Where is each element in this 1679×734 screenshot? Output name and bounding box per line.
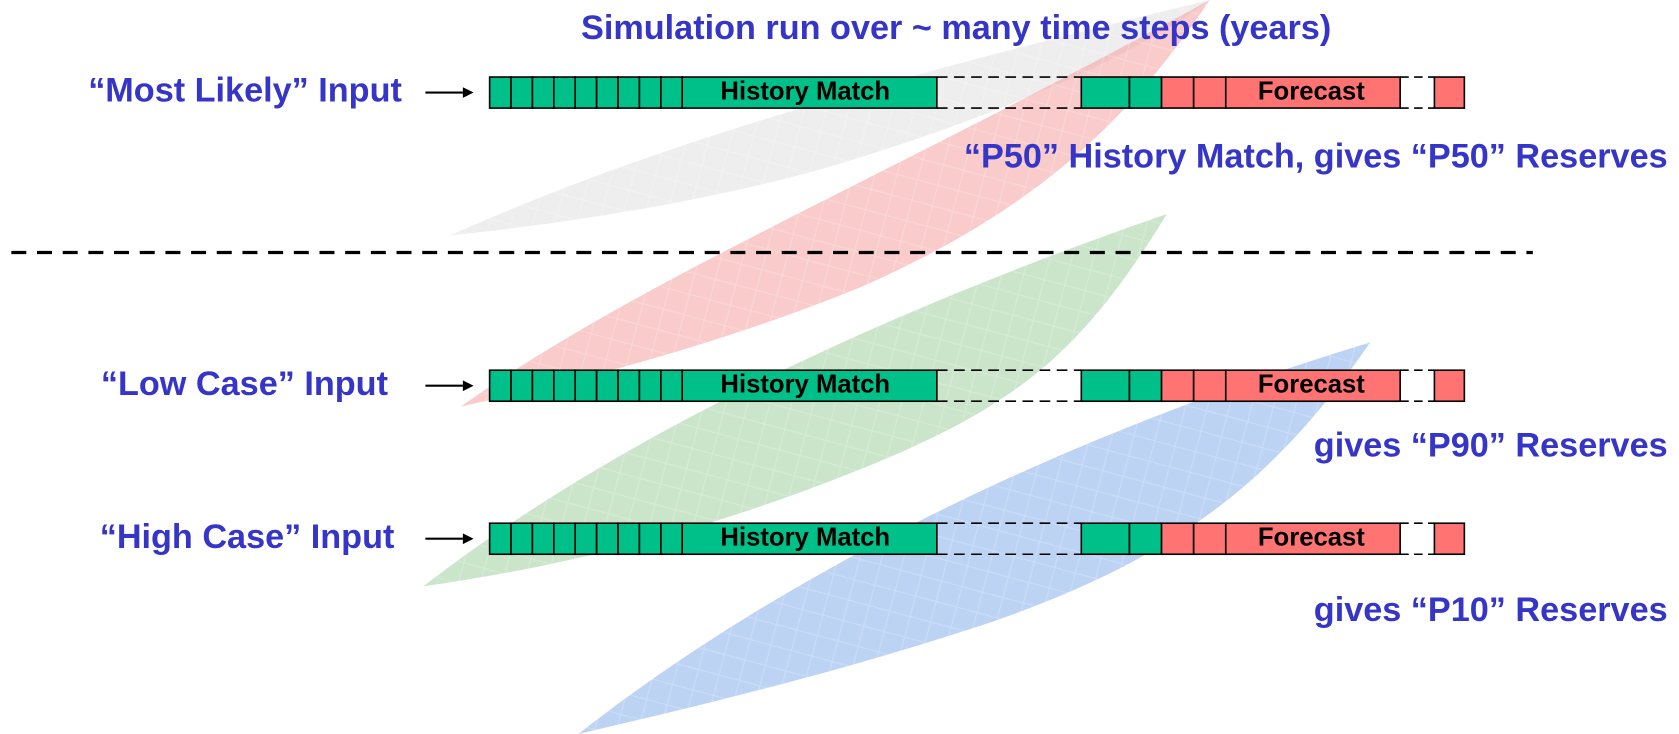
result-label: gives “P90” Reserves <box>1314 426 1668 464</box>
forecast-block <box>1224 76 1401 109</box>
cell <box>1160 369 1195 403</box>
cell <box>660 76 684 109</box>
cell <box>1160 522 1195 556</box>
forecast-block <box>1224 369 1401 403</box>
cell <box>1128 522 1163 556</box>
cell <box>574 369 598 403</box>
empty-steps <box>1400 76 1435 109</box>
cell <box>638 76 662 109</box>
input-label: “Low Case” Input <box>101 365 388 403</box>
history-label: History Match <box>720 77 890 105</box>
cell <box>531 76 555 109</box>
history-block <box>681 76 938 109</box>
cell <box>574 522 598 556</box>
history-label: History Match <box>720 371 890 399</box>
cell <box>617 369 641 403</box>
cell <box>595 369 619 403</box>
cell <box>1192 76 1227 109</box>
forecast-block <box>1224 522 1401 556</box>
cell <box>531 369 555 403</box>
cell <box>1128 369 1163 403</box>
title: Simulation run over ~ many time steps (y… <box>581 9 1331 47</box>
arrow-head <box>462 87 474 98</box>
empty-steps <box>936 76 1082 109</box>
cell <box>595 76 619 109</box>
empty-steps <box>936 522 1082 556</box>
forecast-label: Forecast <box>1258 371 1365 399</box>
cell <box>574 76 598 109</box>
history-label: History Match <box>720 524 890 552</box>
result-label: gives “P10” Reserves <box>1314 591 1668 629</box>
cell <box>553 369 577 403</box>
cell <box>553 522 577 556</box>
cell <box>1080 76 1131 109</box>
cell <box>1192 369 1227 403</box>
input-label: “High Case” Input <box>100 518 395 556</box>
cell <box>617 76 641 109</box>
cell <box>553 76 577 109</box>
forecast-label: Forecast <box>1258 77 1365 105</box>
cell <box>531 522 555 556</box>
cell <box>1080 522 1131 556</box>
history-block <box>681 522 938 556</box>
cell <box>595 522 619 556</box>
result-label: “P50” History Match, gives “P50” Reserve… <box>964 137 1668 175</box>
cell <box>510 522 534 556</box>
cell <box>488 522 512 556</box>
cell <box>488 76 512 109</box>
cell <box>1080 369 1131 403</box>
cell <box>638 369 662 403</box>
cell <box>660 369 684 403</box>
empty-steps <box>1400 369 1435 403</box>
history-block <box>681 369 938 403</box>
empty-steps <box>1400 522 1435 556</box>
forecast-label: Forecast <box>1258 524 1365 552</box>
cell <box>1192 522 1227 556</box>
cell <box>617 522 641 556</box>
cell <box>510 76 534 109</box>
arrow-head <box>462 380 474 392</box>
cell <box>1433 522 1466 556</box>
cell <box>638 522 662 556</box>
cell <box>1128 76 1163 109</box>
cell <box>1433 369 1466 403</box>
cell <box>488 369 512 403</box>
empty-steps <box>936 369 1082 403</box>
cell <box>660 522 684 556</box>
cell <box>1433 76 1466 109</box>
cell <box>1160 76 1195 109</box>
input-label: “Most Likely” Input <box>88 72 402 110</box>
cell <box>510 369 534 403</box>
arrow-head <box>462 533 474 545</box>
